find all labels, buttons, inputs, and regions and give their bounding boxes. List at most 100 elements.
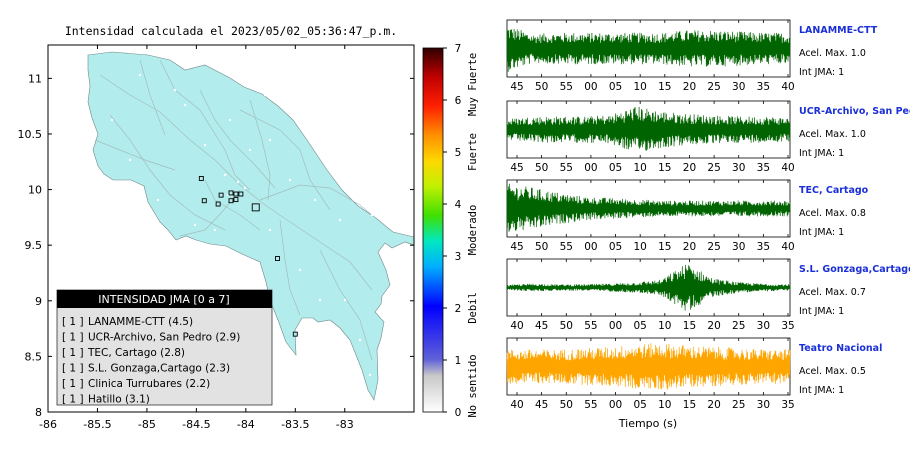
map-xtick-label: -84 [237, 418, 255, 431]
trace-xtick-label: 40 [781, 81, 794, 93]
map-axes: -86 -85.5 -85 -84.5 -84 -83.5 -83 11 10.5 10 9.5 9 8… [18, 45, 414, 431]
station-marker [201, 198, 207, 204]
colorbar-tick-label: 0 [455, 407, 462, 419]
trace-jma-intensity: Int JMA: 1 [799, 306, 844, 317]
trace-xtick-label: 40 [510, 399, 523, 411]
station-markers [198, 176, 298, 337]
trace-xtick-label: 20 [707, 399, 720, 411]
colorbar-ticks: 0 1 2 3 4 5 6 7 [443, 43, 462, 419]
trace-panel: 45 50 55 00 05 10 15 20 25 30 35 40 TEC, Cartago Acel… [506, 179, 869, 253]
trace-xtick-label: 25 [707, 162, 720, 174]
trace-xtick-label: 15 [683, 320, 696, 332]
trace-xtick-label: 20 [707, 320, 720, 332]
trace-xtick-label: 30 [732, 162, 745, 174]
trace-xtick-label: 30 [757, 399, 770, 411]
time-axis-label: Tiempo (s) [618, 417, 677, 430]
legend-item-level: [ 1 ] [62, 316, 84, 328]
colorbar-tick-label: 1 [455, 355, 462, 367]
trace-xtick-label: 00 [609, 399, 622, 411]
colorbar-tick-label: 4 [455, 199, 462, 211]
station-marker [251, 203, 260, 212]
legend-item-level: [ 1 ] [62, 363, 84, 375]
trace-panel: 45 50 55 00 05 10 15 20 25 30 35 40 UCR-Archivo, San… [506, 100, 910, 174]
waveform [506, 264, 791, 311]
trace-xtick-label: 10 [633, 81, 646, 93]
legend-title: INTENSIDAD JMA [0 a 7] [98, 293, 229, 306]
trace-xtick-label: 30 [732, 81, 745, 93]
trace-xtick-label: 10 [633, 241, 646, 253]
station-marker [228, 190, 234, 196]
colorbar-category-label: Muy Fuerte [467, 53, 479, 116]
map-xtick-label: -83.5 [281, 418, 309, 431]
station-marker [275, 256, 280, 261]
station-marker [218, 192, 224, 198]
trace-xtick-label: 05 [609, 81, 622, 93]
colorbar-tick-label: 3 [455, 251, 462, 263]
trace-xtick-label: 35 [781, 399, 794, 411]
map-ytick-label: 8.5 [25, 350, 43, 363]
trace-max-accel: Acel. Max. 0.5 [799, 366, 866, 377]
trace-xtick-label: 45 [535, 320, 548, 332]
trace-xtick-label: 55 [560, 81, 573, 93]
trace-xtick-label: 15 [658, 81, 671, 93]
trace-xtick-label: 20 [683, 162, 696, 174]
trace-xtick-label: 05 [609, 241, 622, 253]
legend-item-name: Clinica Turrubares (2.2) [88, 378, 210, 390]
trace-xtick-label: 55 [584, 320, 597, 332]
trace-xtick-label: 50 [560, 320, 573, 332]
trace-xtick-label: 35 [757, 81, 770, 93]
trace-jma-intensity: Int JMA: 1 [799, 67, 844, 78]
trace-xtick-label: 55 [560, 162, 573, 174]
trace-xtick-label: 05 [633, 399, 646, 411]
station-marker [233, 197, 239, 203]
trace-xtick-label: 10 [658, 399, 671, 411]
trace-xtick-label: 30 [757, 320, 770, 332]
colorbar-labels: No sentido Debil Moderado Fuerte Muy Fuerte [467, 53, 479, 418]
trace-xtick-label: 20 [683, 81, 696, 93]
trace-xtick-label: 40 [781, 162, 794, 174]
trace-xtick-label: 45 [535, 399, 548, 411]
trace-xtick-label: 50 [535, 241, 548, 253]
trace-xtick-label: 10 [633, 162, 646, 174]
map-xtick-label: -85 [138, 418, 156, 431]
station-marker [198, 176, 204, 181]
trace-max-accel: Acel. Max. 1.0 [799, 129, 866, 140]
trace-xtick-label: 00 [584, 241, 597, 253]
colorbar-tick-label: 6 [455, 95, 462, 107]
trace-xtick-label: 45 [510, 162, 523, 174]
trace-max-accel: Acel. Max. 0.8 [799, 208, 866, 219]
trace-xtick-label: 55 [560, 241, 573, 253]
map-ytick-label: 9 [35, 295, 42, 308]
trace-xtick-label: 40 [510, 320, 523, 332]
station-marker [292, 331, 298, 337]
trace-xtick-label: 05 [633, 320, 646, 332]
trace-max-accel: Acel. Max. 1.0 [799, 48, 866, 59]
map-xtick-label: -83 [336, 418, 354, 431]
waveform [506, 106, 791, 151]
waveform [506, 183, 791, 232]
map-ytick-label: 10.5 [18, 128, 43, 141]
legend-item-level: [ 1 ] [62, 332, 84, 344]
trace-xtick-label: 50 [560, 399, 573, 411]
legend-item-name: LANAMME-CTT (4.5) [88, 316, 193, 328]
station-marker [238, 191, 244, 197]
trace-station-name: UCR-Archivo, San Pedro [799, 106, 910, 117]
legend-item-level: [ 1 ] [62, 394, 84, 406]
seismogram-panels: 45 50 55 00 05 10 15 20 25 30 35 40 LANAMME-CTT Acel.… [506, 19, 910, 411]
trace-station-name: LANAMME-CTT [799, 25, 878, 36]
trace-station-name: S.L. Gonzaga,Cartago [799, 264, 910, 275]
trace-panel: 40 45 50 55 00 05 10 15 20 25 30 35 S.L. Gonzaga,Car… [506, 258, 910, 332]
trace-jma-intensity: Int JMA: 1 [799, 148, 844, 159]
map-ytick-label: 8 [35, 406, 42, 419]
trace-xtick-label: 15 [658, 241, 671, 253]
colorbar-category-label: No sentido [467, 354, 479, 417]
map-ytick-label: 11 [28, 72, 42, 85]
trace-jma-intensity: Int JMA: 1 [799, 227, 844, 238]
trace-xtick-label: 10 [658, 320, 671, 332]
intensity-colorbar: 0 1 2 3 4 5 6 7 No sentido Debil Moderado Fuerte Mu… [422, 43, 479, 419]
legend-item-name: S.L. Gonzaga,Cartago (2.3) [88, 363, 230, 375]
trace-xtick-label: 45 [510, 241, 523, 253]
map-xtick-label: -84.5 [182, 418, 210, 431]
trace-xtick-label: 00 [584, 81, 597, 93]
